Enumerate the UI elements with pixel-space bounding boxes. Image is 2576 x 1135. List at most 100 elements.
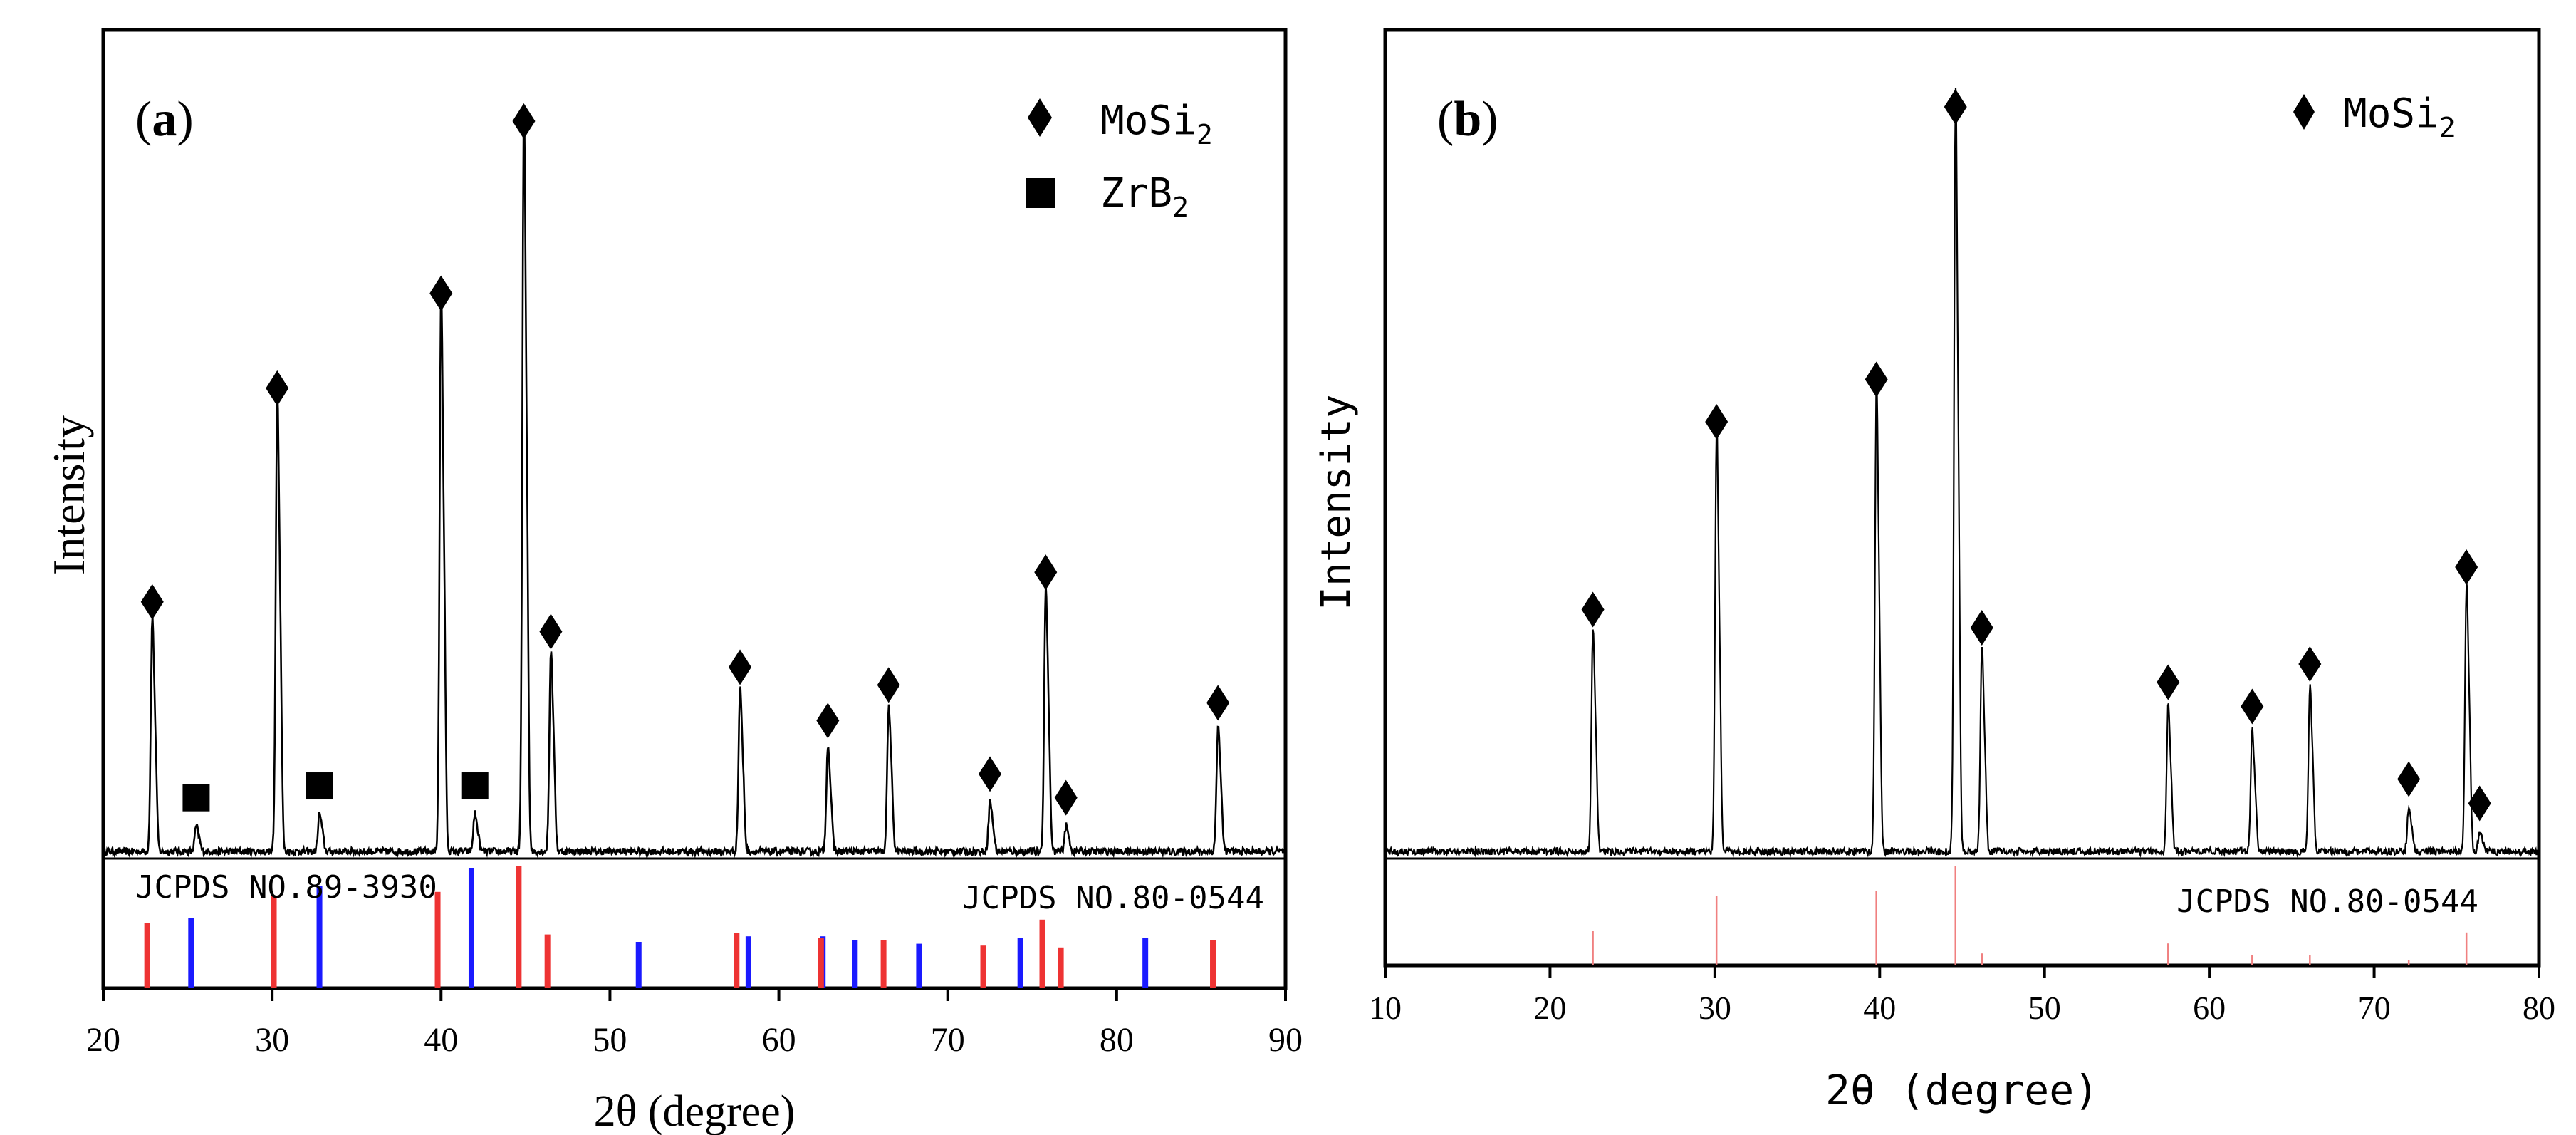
reference-line xyxy=(1058,947,1064,988)
reference-line xyxy=(880,940,887,988)
mosi2-peak-marker-icon xyxy=(1970,610,1993,646)
mosi2-peak-marker-icon xyxy=(512,103,536,140)
panel-b-label: (b) xyxy=(1437,92,1498,147)
panel-a-reference-lines xyxy=(144,866,1216,988)
mosi2-peak-marker-icon xyxy=(2157,664,2180,700)
x-tick-label: 80 xyxy=(2523,990,2555,1026)
mosi2-peak-marker-icon xyxy=(539,613,563,650)
panel-a-y-axis-label: Intensity xyxy=(43,415,94,575)
reference-line xyxy=(144,923,150,988)
x-tick-label: 30 xyxy=(1699,990,1731,1026)
reference-line xyxy=(1592,931,1594,965)
x-tick-label: 90 xyxy=(1268,1021,1303,1059)
mosi2-peak-marker-icon xyxy=(2455,549,2478,585)
mosi2-peak-marker-icon xyxy=(1034,554,1058,591)
panel-a-label: (a) xyxy=(135,92,194,147)
reference-line xyxy=(544,934,551,988)
mosi2-peak-marker-icon xyxy=(2298,646,2322,682)
panel-a-x-ticks: 20 30 40 50 60 70 80 90 xyxy=(86,988,1303,1059)
reference-line xyxy=(2309,955,2311,965)
panel-a-ref-label-red: JCPDS NO.80-0544 xyxy=(962,880,1264,916)
reference-line xyxy=(635,942,642,988)
reference-line xyxy=(2251,955,2253,965)
reference-line xyxy=(188,918,194,988)
x-tick-label: 40 xyxy=(424,1021,458,1059)
mosi2-peak-marker-icon xyxy=(816,703,840,739)
x-tick-label: 20 xyxy=(86,1021,120,1059)
reference-line xyxy=(980,945,986,988)
x-tick-label: 20 xyxy=(1533,990,1566,1026)
panel-b-x-ticks: 10 20 30 40 50 60 70 80 xyxy=(1369,965,2555,1026)
mosi2-peak-marker-icon xyxy=(1865,361,1888,398)
panel-a-ref-label-blue: JCPDS NO.89-3930 xyxy=(135,869,437,906)
reference-line xyxy=(916,943,922,988)
panel-a-xrd-pattern xyxy=(102,105,1286,859)
x-tick-label: 10 xyxy=(1369,990,1402,1026)
panel-b-xrd-pattern xyxy=(1384,88,2540,858)
x-tick-label: 70 xyxy=(931,1021,965,1059)
zrb2-peak-marker-icon xyxy=(461,772,489,800)
x-tick-label: 30 xyxy=(255,1021,289,1059)
panel-a-legend-zrb2: ZrB2 xyxy=(1100,170,1189,223)
reference-line xyxy=(734,933,740,988)
mosi2-peak-marker-icon xyxy=(877,667,900,703)
panel-a: (a) Intensity 2θ (degree) 20 30 40 50 60 70 80… xyxy=(43,28,1303,1135)
panel-b: (b) Intensity 2θ (degree) 10 20 30 40 50 60 70… xyxy=(1313,28,2555,1114)
mosi2-peak-marker-icon xyxy=(2397,761,2421,797)
panel-a-frame xyxy=(101,28,1288,990)
reference-line xyxy=(745,936,751,988)
mosi2-peak-marker-icon xyxy=(729,649,752,685)
reference-line xyxy=(434,891,441,988)
x-tick-label: 60 xyxy=(2193,990,2226,1026)
reference-line xyxy=(516,866,522,988)
mosi2-peak-marker-icon xyxy=(2241,688,2264,725)
mosi2-peak-marker-icon xyxy=(1705,404,1728,440)
reference-line xyxy=(1715,896,1718,965)
x-tick-label: 70 xyxy=(2358,990,2391,1026)
panel-b-frame xyxy=(1383,28,2541,968)
reference-line xyxy=(1981,953,1983,965)
reference-line xyxy=(2465,932,2468,965)
panel-a-x-axis-label: 2θ (degree) xyxy=(594,1087,796,1135)
reference-line xyxy=(1142,938,1149,988)
panel-a-legend: MoSi2 ZrB2 xyxy=(1026,98,1213,223)
panel-b-reference-lines xyxy=(1592,866,2468,965)
reference-line xyxy=(2407,960,2410,965)
reference-line xyxy=(852,940,858,988)
x-tick-label: 80 xyxy=(1100,1021,1134,1059)
panel-b-peak-markers xyxy=(1581,89,2491,822)
panel-b-legend: MoSi2 xyxy=(2293,90,2456,143)
mosi2-peak-marker-icon xyxy=(1206,685,1230,721)
reference-line xyxy=(468,868,474,988)
mosi2-peak-marker-icon xyxy=(979,756,1001,792)
mosi2-peak-marker-icon xyxy=(140,584,164,620)
mosi2-peak-marker-icon xyxy=(1581,591,1605,628)
panel-b-legend-mosi2: MoSi2 xyxy=(2343,90,2456,143)
legend-diamond-icon xyxy=(2293,94,2315,130)
x-tick-label: 40 xyxy=(1863,990,1896,1026)
reference-line xyxy=(1210,940,1216,988)
x-tick-label: 60 xyxy=(762,1021,796,1059)
reference-line xyxy=(1039,919,1045,988)
legend-square-icon xyxy=(1026,178,1055,208)
mosi2-peak-marker-icon xyxy=(2468,785,2491,822)
reference-line xyxy=(1875,891,1877,965)
panel-b-x-axis-label: 2θ (degree) xyxy=(1825,1066,2099,1114)
x-tick-label: 50 xyxy=(593,1021,627,1059)
reference-line xyxy=(2167,943,2169,965)
x-tick-label: 50 xyxy=(2028,990,2061,1026)
reference-line xyxy=(1954,866,1956,965)
reference-line xyxy=(1017,938,1023,988)
panel-b-ref-label-red: JCPDS NO.80-0544 xyxy=(2176,883,2478,920)
mosi2-peak-marker-icon xyxy=(266,370,289,406)
panel-a-legend-mosi2: MoSi2 xyxy=(1100,98,1213,150)
mosi2-peak-marker-icon xyxy=(1944,89,1967,125)
reference-line xyxy=(818,938,824,988)
reference-line xyxy=(316,886,323,988)
zrb2-peak-marker-icon xyxy=(182,784,210,812)
legend-diamond-icon xyxy=(1028,98,1052,137)
mosi2-peak-marker-icon xyxy=(1054,779,1078,816)
panel-b-y-axis-label: Intensity xyxy=(1313,394,1360,610)
